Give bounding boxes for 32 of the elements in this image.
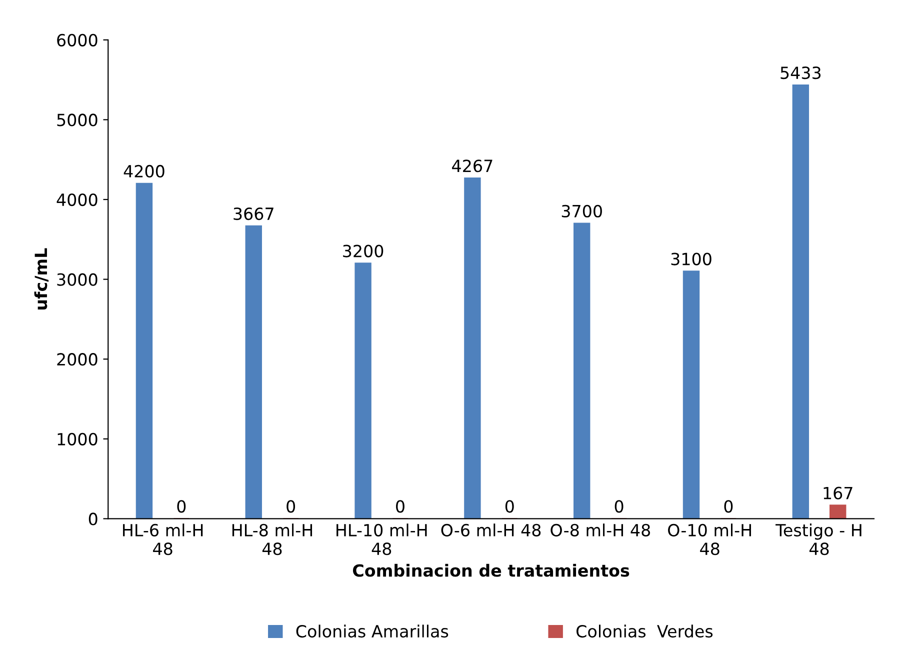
data-label: 167 — [824, 486, 852, 500]
data-label: 0 — [505, 500, 514, 513]
x-tick-label: HL-8 ml-H 48 — [232, 524, 312, 556]
data-label: 3100 — [671, 252, 712, 266]
data-label: 0 — [286, 500, 296, 513]
y-axis-title: ufc/mL — [34, 248, 49, 310]
x-tick-label: O-6 ml-H 48 — [441, 524, 541, 536]
data-label: 4267 — [452, 160, 492, 172]
x-axis-title: Combinacion de tratamientos — [352, 564, 630, 577]
x-tick-label: HL-10 ml-H 48 — [336, 524, 427, 556]
data-label: 0 — [396, 500, 404, 513]
y-tick-label: 0 — [88, 512, 98, 526]
legend-label: Colonias Amarillas — [296, 624, 448, 638]
legend-label: Colonias Verdes — [576, 624, 713, 638]
data-label: 3700 — [562, 204, 602, 218]
y-tick-label: 4000 — [56, 193, 98, 206]
y-tick-label: 1000 — [58, 432, 98, 446]
data-label: 0 — [724, 500, 733, 513]
data-label: 3667 — [234, 207, 274, 220]
data-label: 0 — [177, 500, 186, 513]
y-tick-label: 3000 — [57, 273, 98, 286]
x-tick-label: HL-6 ml-H 48 — [123, 524, 203, 556]
data-label: 0 — [614, 500, 624, 513]
y-tick-label: 6000 — [57, 34, 98, 46]
data-label: 3200 — [343, 244, 384, 258]
x-tick-label: Testigo - H 48 — [776, 524, 862, 556]
data-label: 5433 — [780, 66, 821, 80]
x-tick-label: O-8 ml-H 48 — [550, 524, 650, 536]
data-label: 4200 — [124, 164, 164, 178]
y-tick-label: 5000 — [57, 114, 98, 126]
y-tick-label: 2000 — [57, 353, 98, 366]
x-tick-label: O-10 ml-H 48 — [668, 524, 751, 556]
